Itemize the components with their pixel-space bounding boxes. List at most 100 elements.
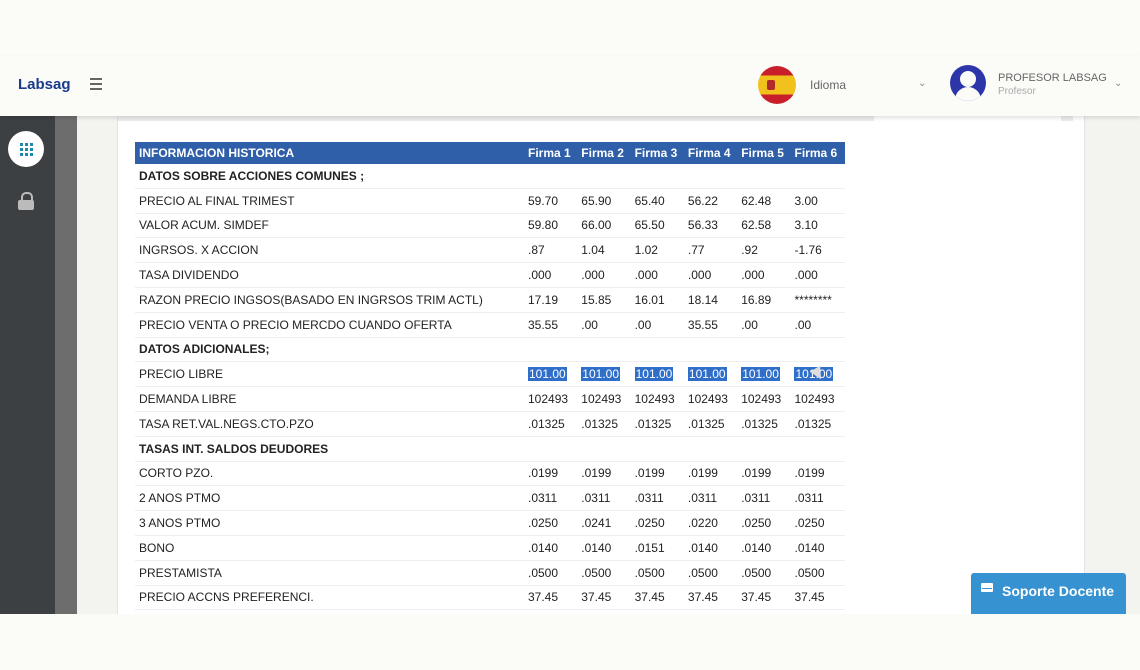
table-cell	[525, 337, 578, 362]
table-cell	[685, 436, 738, 461]
section-row: TASAS INT. SALDOS DEUDORES	[135, 436, 845, 462]
table-cell	[632, 337, 685, 362]
table-cell: .000	[687, 268, 712, 283]
table-row: DEMANDA LIBRE 102493 102493 102493 102493 102…	[135, 387, 845, 412]
lock-icon[interactable]	[18, 192, 34, 210]
table-cell	[525, 436, 578, 461]
table-row: BONO .0140 .0140 .0151 .0140 .0140 .0140	[135, 535, 845, 561]
user-menu-chevron-icon[interactable]: ⌄	[1114, 78, 1123, 89]
row-label: TASA RET.VAL.NEGS.CTO.PZO	[139, 416, 314, 431]
user-avatar-icon[interactable]	[950, 65, 986, 101]
selected-text[interactable]: 101.00	[634, 367, 674, 382]
table-cell: .0500	[687, 565, 718, 580]
table-cell: 1.04	[581, 243, 605, 258]
row-label: BONO	[139, 540, 175, 555]
table-cell: 16.89	[741, 292, 772, 307]
table-cell: .0140	[581, 540, 612, 555]
table-cell: 66.00	[581, 218, 612, 233]
table-cell: .00	[581, 317, 598, 332]
table-cell	[632, 436, 685, 461]
sidebar-edge	[55, 116, 77, 614]
table-cell: .00	[634, 317, 652, 332]
row-label: PRECIO AL FINAL TRIMEST	[139, 193, 295, 208]
bottom-letterbox	[0, 614, 1140, 670]
user-name[interactable]: PROFESOR LABSAG	[998, 72, 1107, 84]
table-row: PRECIO ACCNS PREFERENCI. 37.45 37.45 37.45 3…	[135, 585, 845, 610]
table-cell: .0140	[687, 540, 718, 555]
selected-text[interactable]: 101.00	[794, 367, 834, 382]
table-cell: 101.00	[738, 362, 791, 387]
top-bar: Labsag Idioma ⌄ PROFESOR LABSAG Profesor…	[0, 56, 1140, 116]
table-cell: .0151	[634, 540, 665, 555]
brand-logo[interactable]: Labsag	[18, 76, 71, 93]
table-cell: .0311	[634, 491, 664, 506]
chevron-down-icon[interactable]: ⌄	[918, 78, 927, 89]
table-cell: 101.00	[632, 362, 685, 387]
table-cell: 62.58	[741, 218, 772, 233]
column-header: Firma 6	[794, 146, 838, 160]
table-cell: .000	[528, 268, 552, 283]
table-cell: 59.80	[528, 218, 559, 233]
table-cell: .01325	[634, 416, 672, 431]
table-cell: .0500	[794, 565, 825, 580]
selected-text[interactable]: 101.00	[687, 367, 727, 382]
column-header: Firma 2	[581, 146, 624, 160]
table-cell: .0199	[794, 466, 825, 481]
row-label: TASAS INT. SALDOS DEUDORES	[139, 441, 329, 456]
table-cell: 102493	[528, 392, 569, 407]
column-header: Firma 5	[741, 146, 784, 160]
user-role: Profesor	[998, 86, 1036, 97]
selected-text[interactable]: 101.00	[741, 367, 780, 382]
row-label: CORTO PZO.	[139, 466, 214, 481]
table-cell: .0199	[581, 466, 612, 481]
selected-text[interactable]: 101.00	[528, 367, 567, 382]
support-label: Soporte Docente	[1002, 583, 1115, 599]
table-cell: 56.33	[687, 218, 718, 233]
table-cell: 65.50	[634, 218, 665, 233]
grid-icon[interactable]	[8, 131, 44, 167]
table-cell: 102493	[581, 392, 622, 407]
table-cell: 37.45	[581, 590, 612, 605]
language-select[interactable]: Idioma	[810, 78, 847, 92]
table-cell: .0140	[741, 540, 772, 555]
table-cell: .000	[581, 268, 605, 283]
row-label: 2 ANOS PTMO	[139, 491, 221, 506]
column-header: Firma 3	[634, 146, 678, 160]
table-cell: .0250	[794, 516, 825, 531]
table-cell: .01325	[794, 416, 832, 431]
table-cell	[738, 436, 791, 461]
table-cell	[791, 164, 844, 188]
table-cell: .0250	[741, 516, 772, 531]
row-label: DATOS SOBRE ACCIONES COMUNES ;	[139, 168, 365, 183]
row-label: INGRSOS. X ACCION	[139, 243, 259, 258]
table-cell: .0199	[687, 466, 718, 481]
table-cell: 102493	[794, 392, 835, 407]
table-cell: .01325	[581, 416, 618, 431]
column-header: Firma 1	[528, 146, 571, 160]
table-cell: .00	[794, 317, 812, 332]
table-cell: .0311	[528, 491, 558, 506]
table-cell: ********	[794, 292, 832, 307]
table-cell: .0241	[581, 516, 612, 531]
hamburger-icon[interactable]	[90, 78, 102, 90]
row-label: DATOS ADICIONALES;	[139, 342, 270, 357]
table-cell	[791, 337, 844, 362]
table-cell: 17.19	[528, 292, 559, 307]
table-cell: .000	[741, 268, 765, 283]
selected-text[interactable]: 101.00	[581, 367, 620, 382]
table-cell: 18.14	[687, 292, 718, 307]
table-row: 3 ANOS PTMO .0250 .0241 .0250 .0220 .0250 .025…	[135, 511, 845, 536]
row-label: PRECIO ACCNS PREFERENCI.	[139, 590, 314, 605]
table-cell: .0311	[741, 491, 771, 506]
table-cell: 1.02	[634, 243, 658, 258]
table-cell: 65.40	[634, 193, 665, 208]
table-cell: 37.45	[528, 590, 559, 605]
support-button[interactable]: Soporte Docente	[971, 573, 1126, 614]
table-row: TASA RET.VAL.NEGS.CTO.PZO .01325 .01325 .01…	[135, 411, 845, 437]
table-cell: .0140	[794, 540, 825, 555]
spain-flag-icon[interactable]	[758, 66, 796, 104]
row-label: PRECIO LIBRE	[139, 367, 224, 382]
table-cell: .00	[741, 317, 758, 332]
row-label: PRECIO VENTA O PRECIO MERCDO CUANDO OFER…	[139, 317, 452, 332]
table-row: 2 ANOS PTMO .0311 .0311 .0311 .0311 .0311 .031…	[135, 486, 845, 511]
